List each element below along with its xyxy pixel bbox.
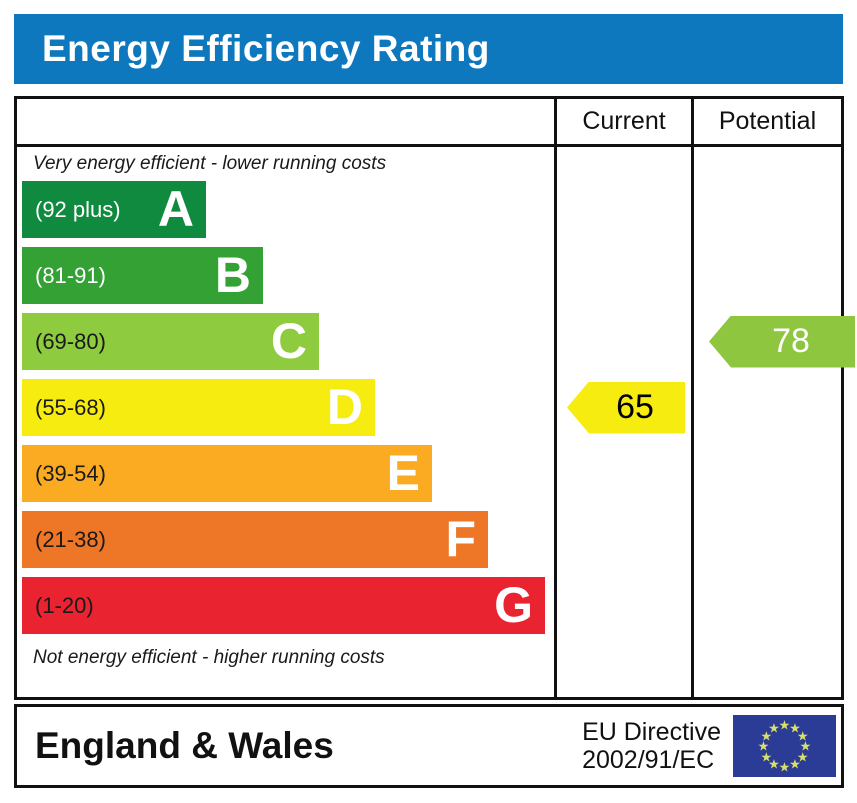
band-bar-e: (39-54) E xyxy=(22,445,432,502)
band-chart-area: Very energy efficient - lower running co… xyxy=(17,147,554,697)
band-letter: C xyxy=(270,313,307,369)
eu-flag-star-icon: ★ xyxy=(778,717,791,733)
eu-flag-star-icon: ★ xyxy=(789,720,801,736)
band-bar-d: (55-68) D xyxy=(22,379,375,436)
band-bar-b: (81-91) B xyxy=(22,247,263,304)
eu-flag-star-icon: ★ xyxy=(796,749,809,764)
band-row-a: (92 plus) A xyxy=(22,181,554,238)
band-row-f: (21-38) F xyxy=(22,511,554,568)
band-bar-f: (21-38) F xyxy=(22,511,488,568)
region-label: England & Wales xyxy=(35,725,334,766)
band-bar-c: (69-80) C xyxy=(22,313,319,370)
eu-directive-line1: EU Directive xyxy=(582,718,721,746)
eu-flag-icon: ★ ★ ★ ★ ★ ★ ★ ★ ★ ★ ★ ★ xyxy=(733,715,836,777)
band-row-e: (39-54) E xyxy=(22,445,554,502)
current-rating-arrow: 65 xyxy=(567,381,685,434)
potential-rating-value: 78 xyxy=(772,322,810,360)
rating-table: Current Potential Very energy efficient … xyxy=(14,96,855,700)
eu-flag-star-icon: ★ xyxy=(789,756,801,772)
eu-flag-star-icon: ★ xyxy=(760,728,773,743)
band-range-label: (69-80) xyxy=(35,328,106,354)
band-row-d: (55-68) D xyxy=(22,379,554,436)
eu-directive-line2: 2002/91/EC xyxy=(582,746,715,774)
potential-column: 78 xyxy=(691,147,855,697)
band-range-label: (81-91) xyxy=(35,262,106,288)
eu-flag-star-icon: ★ xyxy=(768,720,780,736)
top-efficiency-label: Very energy efficient - lower running co… xyxy=(33,153,387,174)
bands-container: (92 plus) A (81-91) B (69-80) C (55-68) D (39-54… xyxy=(17,181,554,634)
title-bar: Energy Efficiency Rating xyxy=(14,14,843,84)
column-header-current: Current xyxy=(554,99,691,147)
band-bar-a: (92 plus) A xyxy=(22,181,206,238)
band-letter: F xyxy=(445,511,476,567)
band-row-c: (69-80) C xyxy=(22,313,554,370)
column-header-potential: Potential xyxy=(691,99,841,147)
footer-bar: England & Wales EU Directive 2002/91/EC … xyxy=(14,704,844,788)
band-range-label: (1-20) xyxy=(35,592,94,618)
band-bar-g: (1-20) G xyxy=(22,577,545,634)
band-letter: D xyxy=(326,379,363,435)
eu-flag-star-icon: ★ xyxy=(796,728,809,743)
eu-flag-star-icon: ★ xyxy=(757,738,770,754)
band-letter: G xyxy=(494,577,533,633)
current-column: 65 xyxy=(554,147,691,697)
eu-flag-star-icon: ★ xyxy=(760,749,773,764)
potential-rating-arrow: 78 xyxy=(709,315,855,368)
band-letter: E xyxy=(386,445,420,501)
band-row-g: (1-20) G xyxy=(22,577,554,634)
band-letter: B xyxy=(214,247,251,303)
current-rating-value: 65 xyxy=(616,388,654,426)
band-range-label: (21-38) xyxy=(35,526,106,552)
eu-flag-star-icon: ★ xyxy=(799,738,812,754)
band-letter: A xyxy=(157,181,194,237)
header-spacer-cell xyxy=(17,99,554,147)
page-title: Energy Efficiency Rating xyxy=(42,28,490,69)
band-row-b: (81-91) B xyxy=(22,247,554,304)
band-range-label: (55-68) xyxy=(35,394,106,420)
eu-flag-star-icon: ★ xyxy=(778,759,791,775)
band-range-label: (39-54) xyxy=(35,460,106,486)
bottom-efficiency-label: Not energy efficient - higher running co… xyxy=(33,647,385,668)
eu-flag-star-icon: ★ xyxy=(768,756,780,772)
eu-directive-label: EU Directive 2002/91/EC xyxy=(582,718,721,774)
band-range-label: (92 plus) xyxy=(35,196,121,222)
